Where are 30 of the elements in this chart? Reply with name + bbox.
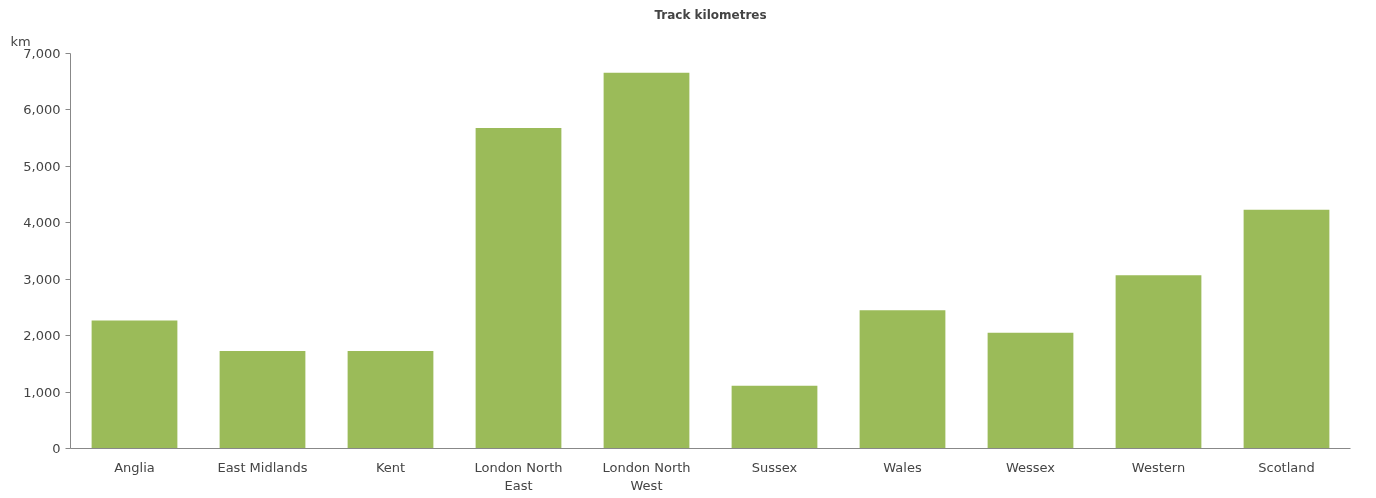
y-tick-label: 5,000 (23, 158, 61, 174)
y-axis-title: km (10, 33, 31, 49)
chart-title: Track kilometres (654, 7, 767, 22)
x-tick-label: Western (1131, 459, 1186, 475)
y-tick-label: 1,000 (23, 384, 61, 400)
bar (731, 385, 818, 449)
y-tick-label: 2,000 (23, 328, 61, 344)
bar (1115, 275, 1202, 449)
bar (859, 310, 946, 449)
y-tick-label: 3,000 (23, 271, 61, 287)
bar (475, 127, 562, 449)
bar (91, 320, 178, 449)
bar (1243, 209, 1330, 449)
bar (987, 332, 1074, 449)
y-tick-label: 0 (52, 441, 61, 456)
x-tick-label: Kent (375, 459, 406, 475)
x-tick-label: East Midlands (217, 459, 308, 475)
bar (347, 350, 434, 449)
x-tick-label: London North East (474, 459, 563, 493)
y-tick-label: 6,000 (23, 102, 61, 118)
x-tick-label: Scotland (1258, 459, 1315, 475)
x-tick-label: Wessex (1005, 459, 1056, 475)
bar (603, 72, 690, 449)
x-tick-label: Wales (883, 459, 922, 475)
x-tick-label: London North West (602, 459, 691, 493)
y-tick-label: 4,000 (23, 215, 61, 231)
x-tick-label: Anglia (114, 459, 155, 475)
bar (219, 350, 306, 449)
y-tick-label: 7,000 (23, 46, 61, 61)
x-tick-label: Sussex (751, 459, 798, 475)
